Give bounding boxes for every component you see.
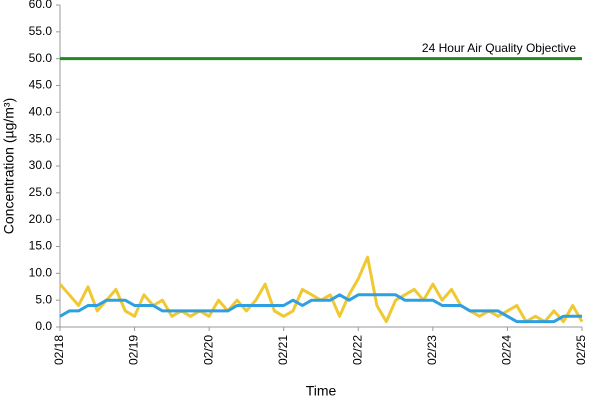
x-tick-label: 02/21 xyxy=(276,335,290,365)
y-tick-label: 50.0 xyxy=(29,51,53,65)
y-tick-label: 60.0 xyxy=(29,0,53,11)
x-tick-label: 02/23 xyxy=(425,335,439,365)
y-tick-label: 30.0 xyxy=(29,158,53,172)
x-tick-label: 02/25 xyxy=(574,335,588,365)
y-tick-label: 15.0 xyxy=(29,239,53,253)
x-axis-title: Time xyxy=(306,383,337,399)
y-tick-label: 35.0 xyxy=(29,131,53,145)
objective-label: 24 Hour Air Quality Objective xyxy=(422,41,576,55)
x-tick-label: 02/24 xyxy=(500,335,514,365)
x-tick-label: 02/20 xyxy=(201,335,215,365)
x-tick-label: 02/22 xyxy=(350,335,364,365)
y-tick-label: 40.0 xyxy=(29,105,53,119)
x-tick-label: 02/18 xyxy=(52,335,66,365)
y-tick-label: 5.0 xyxy=(35,292,52,306)
series-line xyxy=(58,255,584,324)
y-tick-label: 45.0 xyxy=(29,78,53,92)
y-tick-label: 55.0 xyxy=(29,24,53,38)
y-tick-label: 10.0 xyxy=(29,266,53,280)
y-tick-label: 25.0 xyxy=(29,185,53,199)
y-axis-title: Concentration (µg/m³) xyxy=(1,98,17,234)
y-tick-label: 0.0 xyxy=(35,319,52,333)
series-line xyxy=(59,293,582,324)
y-tick-label: 20.0 xyxy=(29,212,53,226)
x-tick-label: 02/19 xyxy=(127,335,141,365)
